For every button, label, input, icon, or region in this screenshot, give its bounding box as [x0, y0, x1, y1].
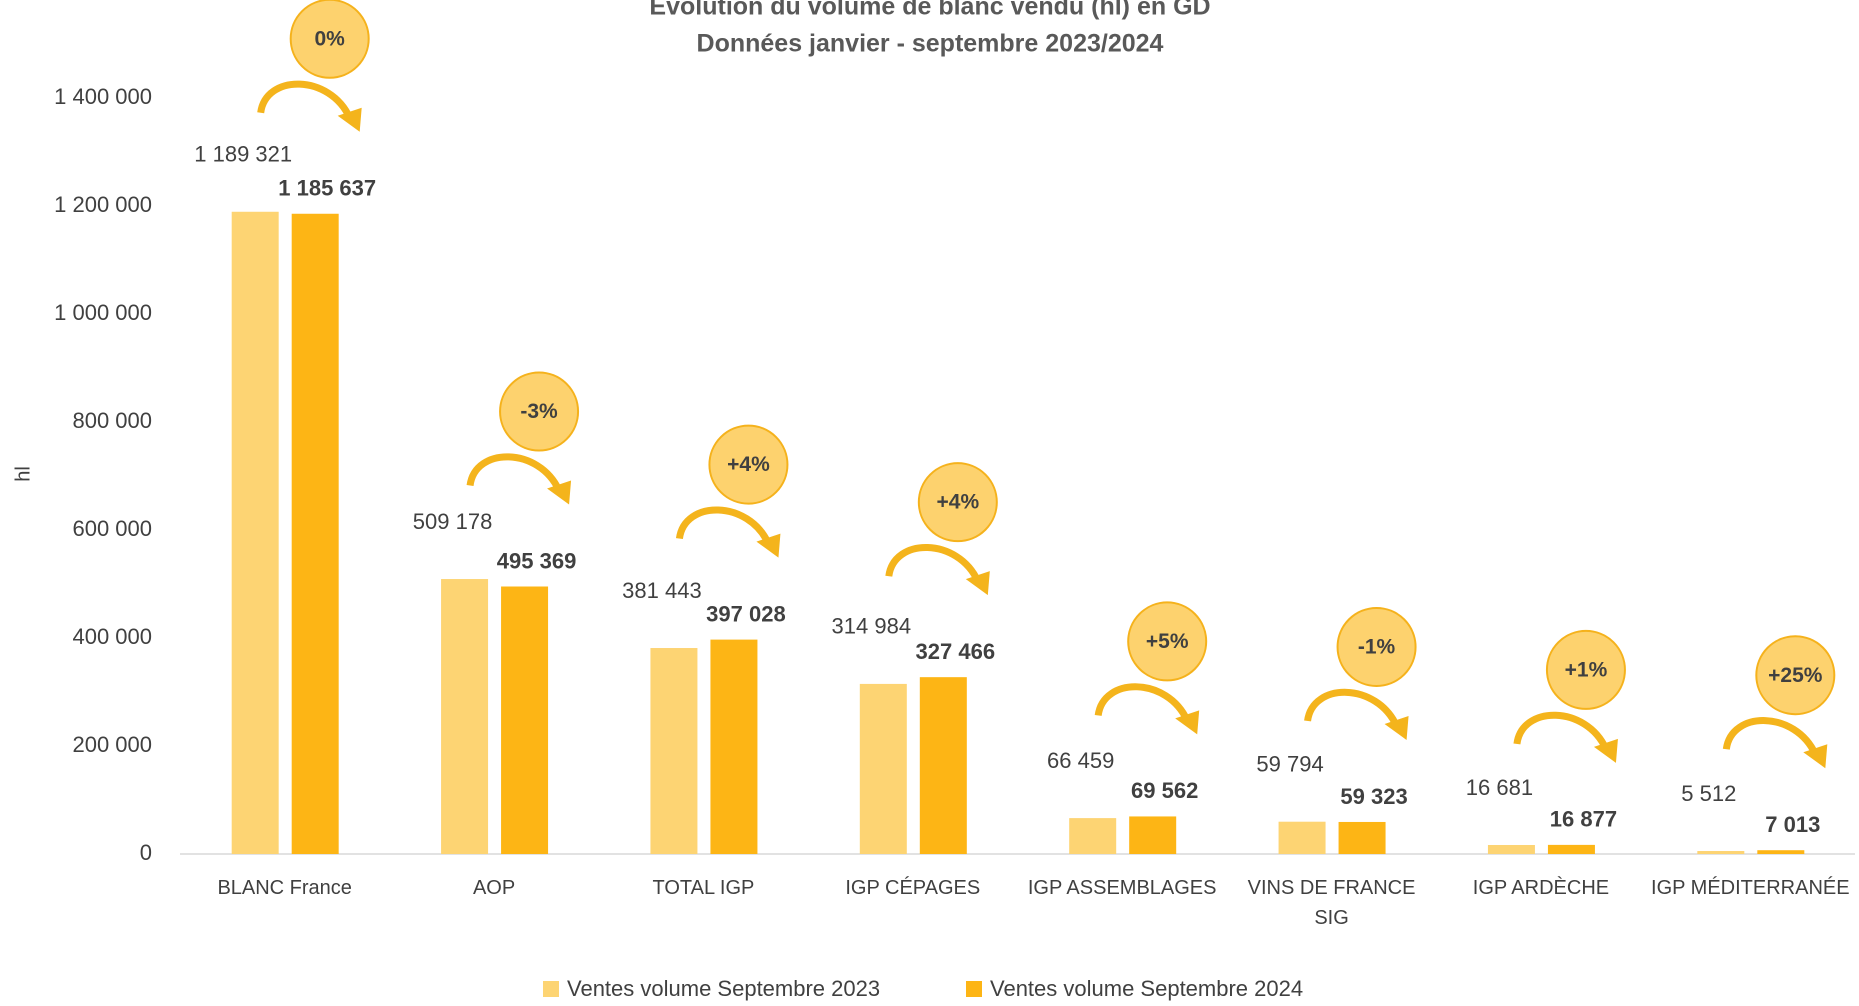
arrow	[885, 544, 981, 583]
x-tick-label: TOTAL IGP	[652, 877, 755, 899]
change-label: +5%	[1146, 630, 1189, 653]
bar	[1757, 850, 1805, 854]
arrow-head	[337, 107, 362, 132]
change-badge	[1127, 601, 1208, 682]
arrow	[1722, 717, 1819, 756]
bar	[501, 586, 549, 854]
bar	[1547, 844, 1595, 854]
change-badge	[1755, 635, 1836, 716]
arrow	[1094, 683, 1191, 723]
change-label: -3%	[520, 400, 558, 423]
change-badge	[1336, 606, 1417, 687]
arrow	[1513, 711, 1610, 751]
value-label: 59 323	[1340, 784, 1407, 809]
bar	[1697, 851, 1745, 854]
bar	[231, 211, 279, 854]
arrow	[466, 453, 563, 493]
y-tick-label: 1 200 000	[54, 192, 152, 217]
value-label: 327 466	[916, 639, 996, 664]
value-label: 7 013	[1765, 812, 1820, 837]
y-tick-label: 200 000	[72, 732, 152, 757]
bar	[859, 683, 907, 854]
arrow-head	[1175, 710, 1200, 735]
y-axis-label: hl	[12, 466, 34, 482]
value-label: 1 189 321	[194, 142, 292, 167]
value-label: 397 028	[706, 601, 786, 626]
arrow-head	[965, 571, 990, 596]
bar	[650, 648, 698, 854]
y-tick-label: 400 000	[72, 624, 152, 649]
change-label: +25%	[1768, 664, 1823, 687]
chart-title: Évolution du volume de blanc vendu (hl) …	[649, 0, 1210, 21]
x-tick-label: IGP CÉPAGES	[845, 877, 981, 899]
bar	[919, 677, 967, 854]
change-badge	[917, 462, 998, 543]
y-tick-label: 600 000	[72, 516, 152, 541]
arrow-head	[1593, 738, 1618, 763]
value-label: 69 562	[1131, 778, 1198, 803]
y-tick-label: 0	[140, 840, 152, 865]
change-badge	[1545, 629, 1626, 710]
x-tick-label: AOP	[472, 877, 516, 899]
bar	[441, 579, 489, 854]
value-label: 59 794	[1256, 752, 1323, 777]
change-label: +1%	[1565, 658, 1608, 681]
value-label: 66 459	[1047, 748, 1114, 773]
change-label: +4%	[937, 491, 980, 514]
value-label: 5 512	[1681, 781, 1736, 806]
value-label: 16 681	[1466, 775, 1533, 800]
x-tick-label: IGP ARDÈCHE	[1472, 877, 1610, 899]
bar	[1129, 816, 1177, 854]
bar	[1338, 821, 1386, 854]
bar	[1069, 818, 1117, 854]
value-label: 16 877	[1550, 807, 1617, 832]
bar	[1278, 821, 1326, 854]
change-badge	[708, 424, 789, 505]
arrow	[257, 80, 353, 120]
arrow-head	[547, 480, 572, 505]
arrow-head	[1803, 744, 1828, 769]
change-badge	[499, 371, 580, 452]
y-tick-label: 800 000	[72, 408, 152, 433]
arrow	[1304, 688, 1400, 728]
bar	[1487, 844, 1535, 854]
x-tick-label: IGP MÉDITERRANÉE	[1651, 877, 1850, 899]
legend-label: Ventes volume Septembre 2024	[990, 976, 1303, 1001]
y-tick-label: 1 000 000	[54, 300, 152, 325]
chart-subtitle: Données janvier - septembre 2023/2024	[697, 30, 1164, 58]
value-label: 509 178	[413, 509, 493, 534]
legend-swatch	[543, 981, 559, 997]
arrow	[675, 506, 772, 546]
arrow-head	[756, 533, 781, 558]
value-label: 495 369	[497, 548, 577, 573]
arrow-head	[1384, 715, 1409, 740]
bar	[710, 639, 758, 854]
y-tick-label: 1 400 000	[54, 84, 152, 109]
value-label: 381 443	[622, 578, 702, 603]
change-label: +4%	[727, 453, 770, 476]
x-tick-label: BLANC France	[217, 877, 352, 899]
change-label: 0%	[315, 27, 346, 50]
x-tick-label: IGP ASSEMBLAGES	[1027, 877, 1217, 899]
legend-swatch	[966, 981, 982, 997]
change-label: -1%	[1358, 636, 1396, 659]
x-tick-label: VINS DE FRANCE SIG	[1247, 877, 1416, 929]
value-label: 314 984	[832, 614, 912, 639]
bar	[291, 213, 339, 854]
change-badge	[289, 0, 370, 79]
legend-label: Ventes volume Septembre 2023	[567, 976, 880, 1001]
value-label: 1 185 637	[278, 176, 376, 201]
